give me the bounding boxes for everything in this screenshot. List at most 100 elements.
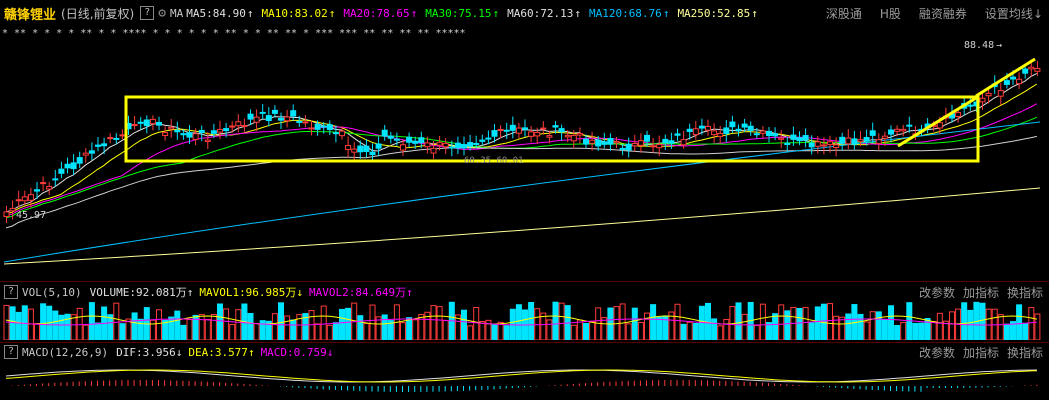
volume-bar: [27, 308, 34, 340]
candle: [546, 131, 553, 144]
volume-bar: [314, 323, 321, 340]
candle: [802, 128, 809, 148]
volume-bar: [284, 315, 291, 340]
volume-add-indicator-button[interactable]: 加指标: [962, 285, 999, 300]
volume-bar: [601, 317, 608, 340]
candle: [131, 115, 138, 130]
candle: [759, 126, 766, 138]
volume-bar: [229, 324, 236, 340]
candles: [3, 59, 1041, 224]
volume-bar: [583, 322, 589, 340]
candle: [278, 112, 284, 130]
macd-add-indicator-button[interactable]: 加指标: [962, 345, 999, 360]
volume-switch-indicator-button[interactable]: 换指标: [1006, 285, 1043, 300]
settings-gear-icon[interactable]: ⚙: [158, 5, 167, 21]
candle: [46, 182, 53, 195]
candle: [534, 127, 541, 144]
volume-bar: [88, 302, 95, 340]
candle: [820, 137, 827, 155]
candle: [76, 151, 83, 169]
volume-bar: [406, 317, 413, 340]
volume-bar: [717, 325, 724, 340]
candle: [491, 124, 498, 143]
candle: [778, 129, 785, 149]
volume-bar: [924, 317, 931, 340]
volume-bar: [949, 311, 955, 340]
volume-bar: [863, 321, 870, 340]
volume-bar: [332, 322, 339, 340]
volume-bar: [174, 310, 181, 340]
candle: [583, 134, 589, 149]
volume-bar: [1003, 323, 1010, 340]
low-price-label: 45.97: [16, 210, 46, 221]
volume-help-icon[interactable]: ?: [4, 285, 18, 299]
link-margin[interactable]: 融资融券: [918, 6, 967, 21]
volume-bar: [674, 303, 681, 340]
candle: [625, 137, 632, 158]
candle: [369, 143, 376, 162]
candle: [168, 118, 175, 138]
volume-bar: [692, 322, 699, 340]
candle: [979, 90, 986, 110]
moving-average-lines: [3, 72, 1041, 265]
macd-arrow: ↓: [326, 345, 334, 359]
macd-switch-indicator-button[interactable]: 换指标: [1006, 345, 1043, 360]
candlestick-chart[interactable]: * ** * * * * ** * * **** * * * * * * ** …: [0, 26, 1049, 281]
volume-bar: [271, 313, 278, 340]
volume-bar: [1010, 321, 1016, 340]
candle: [247, 109, 254, 125]
stock-name[interactable]: 赣锋锂业: [4, 7, 57, 23]
candle: [869, 122, 876, 144]
ma-label: MA: [170, 6, 184, 20]
macd-help-icon[interactable]: ?: [4, 345, 18, 359]
volume-bar: [473, 307, 480, 340]
ma-item: MA30:75.15↑: [425, 6, 500, 20]
volume-chart[interactable]: [0, 300, 1049, 340]
candle: [320, 122, 327, 134]
candle: [650, 137, 657, 153]
volume-value: VOLUME:92.081万: [89, 286, 187, 299]
candle: [58, 161, 65, 179]
volume-bar: [644, 312, 650, 340]
candle: [119, 129, 126, 140]
link-hshares[interactable]: H股: [879, 6, 901, 21]
volume-bar: [595, 307, 602, 340]
candle: [253, 109, 260, 131]
volume-edit-params-button[interactable]: 改参数: [918, 285, 955, 300]
ma-item: MA250:52.85↑: [677, 6, 758, 20]
candle: [711, 123, 718, 143]
candle: [503, 122, 510, 139]
candle: [180, 129, 187, 140]
ma-item: MA10:83.02↑: [261, 6, 336, 20]
candle: [595, 135, 602, 151]
ma250-line: [3, 187, 1041, 265]
macd-chart[interactable]: [0, 360, 1049, 400]
volume-bar: [894, 325, 901, 340]
link-shenguttong[interactable]: 深股通: [825, 6, 862, 21]
candle: [613, 136, 620, 149]
volume-bar: [52, 310, 59, 340]
volume-bar: [436, 306, 443, 340]
candle: [741, 118, 748, 132]
volume-bar: [650, 304, 657, 340]
candle: [296, 115, 303, 127]
candle: [436, 135, 443, 151]
volume-bar: [869, 311, 876, 340]
volume-bar: [1034, 313, 1041, 340]
candle: [3, 205, 10, 224]
volume-bar: [217, 303, 223, 340]
volume-bar: [637, 321, 644, 340]
candle: [790, 126, 797, 146]
macd-edit-params-button[interactable]: 改参数: [918, 345, 955, 360]
candle: [839, 132, 846, 151]
candle: [589, 131, 596, 151]
mid-price-label: 60.35 60.01: [464, 156, 524, 166]
link-ma-settings[interactable]: 设置均线↓: [984, 6, 1043, 21]
candle: [772, 127, 779, 141]
candle: [95, 136, 101, 152]
candle: [827, 135, 833, 153]
volume-bar: [625, 323, 632, 340]
volume-bar: [833, 315, 840, 340]
help-icon[interactable]: ?: [140, 6, 155, 20]
candle: [857, 131, 864, 147]
